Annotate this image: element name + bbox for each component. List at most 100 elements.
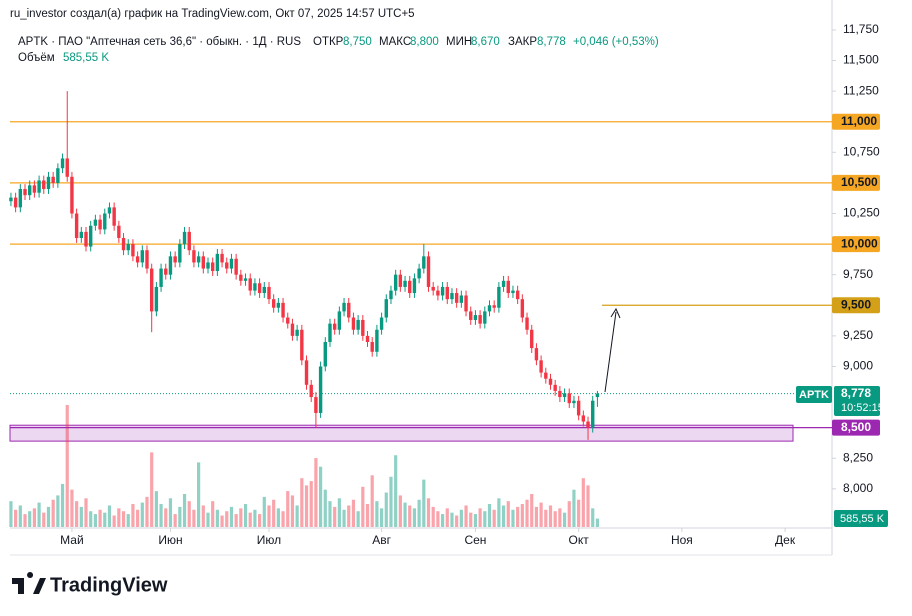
candle-body [581,415,586,422]
volume-bar [595,518,600,527]
candle-body [201,256,206,269]
volume-bar [42,512,46,527]
volume-bar [159,504,163,527]
volume-bar [18,505,22,527]
volume-bar [398,495,402,527]
candle-body [412,278,417,294]
volume-bar [412,508,417,527]
candle-body [107,207,112,214]
x-tick-label: Авг [372,533,391,547]
symbol: APTK · ПАО "Аптечная сеть 36,6" · обыкн.… [18,36,301,48]
volume-bar [65,405,69,527]
x-tick-label: Ноя [671,533,693,547]
y-tick-label: 11,250 [843,83,879,97]
candle-body [459,295,464,303]
volume-bar [459,509,463,527]
x-tick-label: Июн [158,533,182,547]
candle-body [286,317,290,324]
candle-body [398,274,403,287]
candle-body [46,176,51,190]
volume-bar [206,512,210,527]
level-badge [832,174,880,191]
volume-bar [276,508,280,527]
volume-bar [51,499,55,527]
volume-bar [394,455,398,527]
candle-body [365,335,370,342]
volume-bar [558,508,562,527]
open-value: 8,750 [343,36,372,48]
high-name: МАКС [379,36,411,48]
x-tick-label: Дек [775,533,796,547]
candle-body [501,280,506,287]
volume-bar [562,512,567,527]
volume-bar [192,509,196,527]
candle-body [356,319,360,330]
candle-body [544,372,548,379]
volume-bar [239,508,243,527]
candle-body [159,268,163,287]
candle-body [65,158,69,177]
volume-bar [136,509,140,527]
candle-body [469,311,473,320]
countdown: 10:52:15 [841,402,884,414]
candle-body [257,283,262,294]
candle-body [248,278,252,291]
low-value: 8,670 [471,36,500,48]
volume-bar [220,515,224,527]
candle-body [98,219,102,230]
volume-bar [37,502,41,527]
level-label: 10,000 [841,236,878,250]
candle-body [567,393,571,404]
candle-body [220,253,224,263]
candle-body [332,323,337,330]
candle-body [112,207,116,226]
volume-bar [450,512,454,527]
volume-bar [295,505,299,527]
volume-bar [473,514,478,527]
candle-body [9,197,13,202]
candle-body [436,290,440,296]
volume-bar [520,504,524,527]
candle-body [74,213,79,238]
candle-body [487,305,492,312]
candle-body [370,341,374,352]
volume-bar [577,499,581,527]
volume-bar [469,512,473,527]
candle-body [168,256,173,275]
volume-bar [46,506,51,527]
candle-body [417,268,421,279]
volume-bar [483,511,487,527]
volume-bar [408,505,412,527]
candle-body [323,341,327,367]
candle-body [403,280,407,287]
volume-bar [586,485,590,527]
volume-bar [544,509,548,527]
candle-body [229,258,234,269]
candle-body [121,237,126,251]
volume-bar [333,506,337,527]
candle-body [464,295,468,312]
volume-bar [384,492,388,527]
candle-body [562,393,567,398]
candle-body [361,319,365,336]
volume-bar [23,514,27,527]
volume-bar [178,506,182,527]
y-tick-label: 8,000 [843,481,873,495]
level-label: 11,000 [841,114,877,128]
candle-body [314,397,318,413]
volume-bar [300,478,304,527]
candle-body [262,286,266,294]
volume-bar [267,505,271,527]
candle-body [79,231,84,238]
level-label: 10,500 [841,175,878,189]
volume-bar [440,514,445,527]
candle-body [13,197,18,208]
level-badge [832,236,880,253]
candle-body [511,290,515,294]
candle-body [196,256,201,263]
candle-body [473,315,478,320]
volume-bar [426,498,431,527]
volume-bar [126,514,130,527]
volume-bar [379,508,384,527]
